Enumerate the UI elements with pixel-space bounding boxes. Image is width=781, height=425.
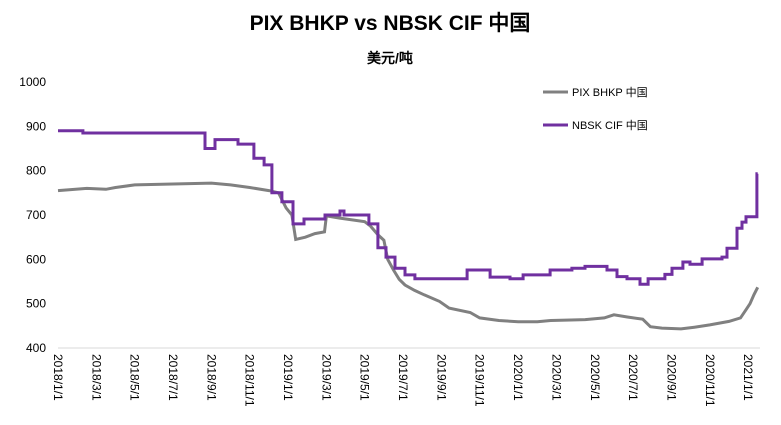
y-tick-label: 700 — [26, 208, 46, 222]
x-tick-label: 2020/3/1 — [549, 354, 563, 401]
series-group — [57, 129, 760, 331]
y-tick-label: 900 — [26, 119, 46, 133]
y-tick-label: 400 — [26, 341, 46, 355]
x-tick-label: 2020/5/1 — [588, 354, 602, 401]
legend-label: PIX BHKP 中国 — [572, 86, 648, 99]
y-tick-label: 600 — [26, 252, 46, 266]
chart-subtitle: 美元/吨 — [367, 50, 413, 66]
x-axis: 2018/1/1 2018/3/1 2018/5/1 2018/7/1 2018/9/1… — [51, 354, 755, 407]
series-line-nbsk-cif — [58, 129, 759, 286]
x-tick-label: 2020/9/1 — [664, 354, 678, 401]
y-tick-label: 500 — [26, 297, 46, 311]
legend: PIX BHKP 中国 NBSK CIF 中国 — [543, 86, 648, 132]
y-axis: 400 500 600 700 800 900 1000 — [19, 75, 46, 355]
x-tick-label: 2018/3/1 — [89, 354, 103, 401]
y-tick-label: 1000 — [19, 75, 46, 89]
series-line-pix-bhkp — [57, 181, 760, 331]
x-tick-label: 2019/7/1 — [396, 354, 410, 401]
x-tick-label: 2021/1/1 — [741, 354, 755, 401]
x-tick-label: 2019/1/1 — [281, 354, 295, 401]
x-tick-label: 2020/1/1 — [511, 354, 525, 401]
x-tick-label: 2018/5/1 — [128, 354, 142, 401]
x-tick-label: 2019/11/1 — [473, 354, 487, 407]
x-tick-label: 2019/5/1 — [358, 354, 372, 401]
x-tick-label: 2018/1/1 — [51, 354, 65, 401]
chart-title: PIX BHKP vs NBSK CIF 中国 — [250, 12, 531, 35]
x-tick-label: 2020/11/1 — [703, 354, 717, 407]
legend-label: NBSK CIF 中国 — [572, 119, 648, 132]
x-tick-label: 2019/9/1 — [434, 354, 448, 401]
y-tick-label: 800 — [26, 164, 46, 178]
x-tick-label: 2019/3/1 — [319, 354, 333, 401]
x-tick-label: 2018/9/1 — [204, 354, 218, 401]
x-tick-label: 2018/11/1 — [243, 354, 257, 407]
x-tick-label: 2018/7/1 — [166, 354, 180, 401]
x-tick-label: 2020/7/1 — [626, 354, 640, 401]
